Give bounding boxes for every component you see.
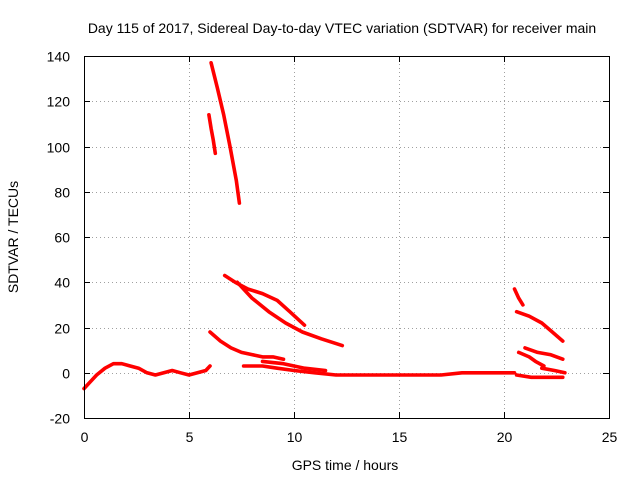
y-tick-label: 80 [54, 185, 70, 201]
y-tick-label: 140 [47, 49, 71, 65]
series-arc-mid-2 [235, 280, 345, 348]
series-arc-late-3 [516, 350, 546, 368]
series-arc-low-1 [208, 330, 286, 361]
series-baseline-noise [82, 361, 212, 391]
chart-title: Day 115 of 2017, Sidereal Day-to-day VTE… [88, 20, 596, 36]
y-tick-label: 0 [62, 366, 70, 382]
series-arc-mid-1 [222, 273, 307, 327]
series-layer [82, 61, 567, 391]
series-arc-late-2 [514, 309, 565, 343]
x-tick-label: 20 [497, 429, 513, 445]
x-tick-label: 25 [602, 429, 618, 445]
y-tick-label: 60 [54, 230, 70, 246]
y-axis-label: SDTVAR / TECUs [5, 181, 21, 293]
series-arc-late-6 [540, 366, 567, 375]
series-arc-steep-short [207, 113, 218, 156]
y-tick-label: 40 [54, 275, 70, 291]
series-baseline-long [241, 364, 517, 377]
tick-layer: 0 5 10 15 20 25 -20 0 20 40 60 80 100 120 140 [47, 49, 618, 446]
plot-frame [84, 56, 610, 419]
y-tick-label: 120 [47, 94, 71, 110]
grid-layer [84, 56, 609, 418]
series-arc-low-2 [260, 359, 328, 373]
x-tick-label: 15 [392, 429, 408, 445]
x-axis-label: GPS time / hours [292, 457, 399, 473]
series-arc-late-5 [514, 373, 565, 380]
series-arc-steep-main [209, 61, 242, 205]
x-tick-label: 10 [287, 429, 303, 445]
y-tick-label: 100 [47, 140, 71, 156]
x-tick-label: 5 [186, 429, 194, 445]
series-arc-late-1 [512, 287, 525, 307]
x-tick-label: 0 [81, 429, 89, 445]
y-tick-label: 20 [54, 321, 70, 337]
y-tick-label: -20 [50, 411, 70, 427]
series-arc-late-4 [523, 346, 565, 361]
